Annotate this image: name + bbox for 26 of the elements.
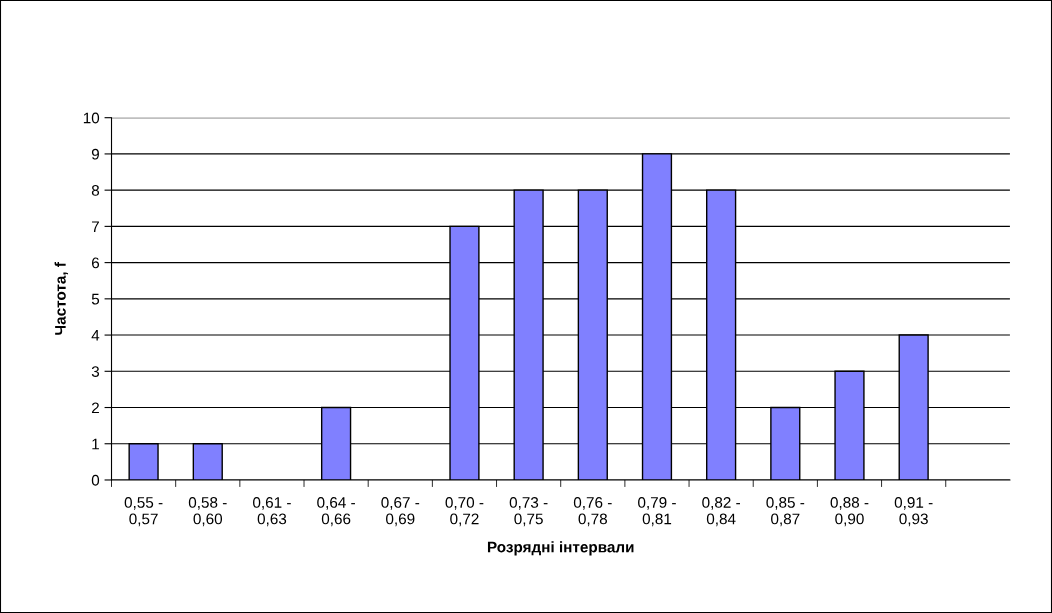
x-tick-label: 0,82 - 0,84 [702,497,740,527]
x-tick-label: 0,58 - 0,60 [188,497,227,527]
x-tick-label: 0,85 - 0,87 [766,497,805,527]
y-tick-label: 3 [91,366,100,377]
x-tick-label: 0,55 - 0,57 [124,497,163,527]
y-tick-label: 1 [92,438,99,450]
x-tick-label: 0,61 - 0,63 [253,497,291,527]
x-tick-label: 0,91 - 0,93 [894,497,933,527]
x-tick-label: 0,88 - 0,90 [830,497,869,527]
y-axis-title: Частота, f [54,262,69,335]
y-tick-label: 7 [91,221,99,232]
x-tick-label: 0,67 - 0,69 [381,497,420,527]
y-tick-label: 4 [91,330,100,341]
x-tick-label: 0,76 - 0,78 [573,497,612,527]
y-tick-label: 2 [91,402,99,414]
x-tick-label: 0,70 - 0,72 [445,497,484,527]
x-tick-label: 0,73 - 0,75 [509,497,548,527]
y-tick-label: 9 [91,148,99,160]
y-tick-label: 6 [91,257,100,269]
y-tick-label: 10 [83,112,100,124]
y-tick-label: 0 [91,474,100,486]
x-tick-label: 0,64 - 0,66 [317,497,355,527]
y-tick-label: 8 [91,185,100,196]
x-tick-label: 0,79 - 0,81 [638,497,676,527]
y-tick-label: 5 [91,293,100,305]
x-axis-title: Розрядні інтервали [487,541,634,556]
